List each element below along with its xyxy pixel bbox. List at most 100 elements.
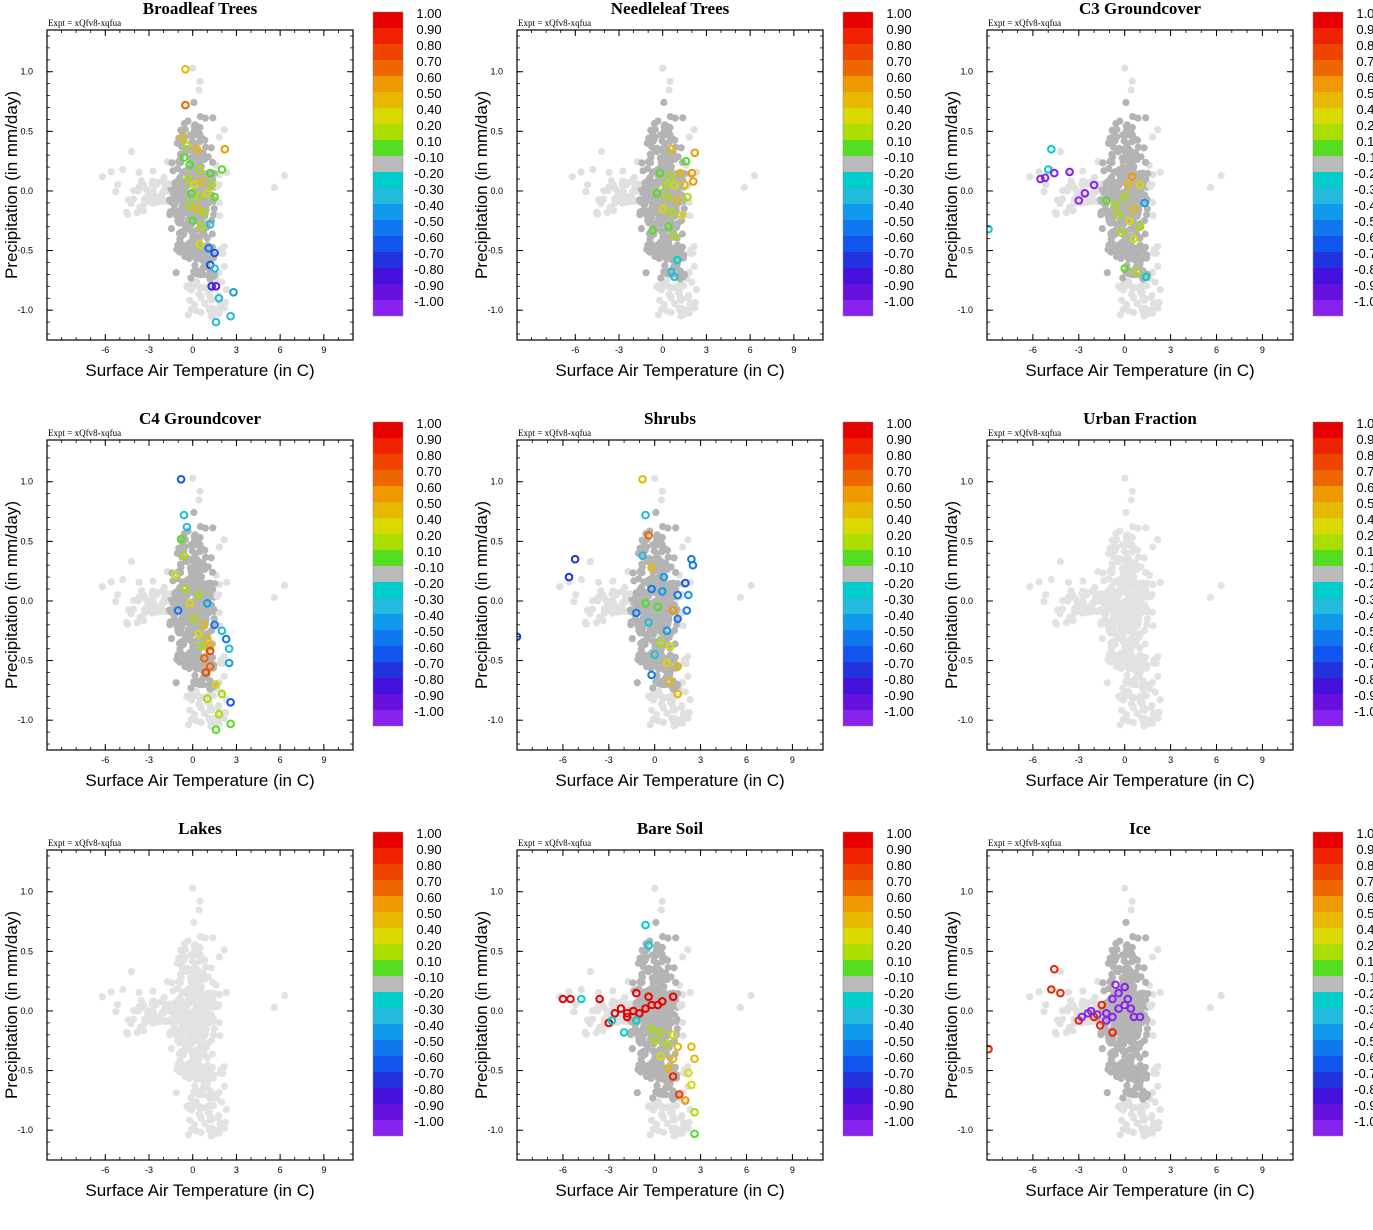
background-point	[1104, 679, 1111, 686]
background-point	[686, 1119, 693, 1126]
colorbar-label: 0.40	[886, 512, 911, 527]
background-point	[684, 673, 691, 680]
background-point	[223, 286, 230, 293]
background-point	[1139, 296, 1146, 303]
colorbar-swatch	[373, 646, 403, 662]
colorbar-swatch	[843, 582, 873, 598]
background-point	[1154, 126, 1161, 133]
background-point	[1123, 550, 1130, 557]
y-tick-label: 0.5	[490, 126, 503, 136]
background-point	[1102, 179, 1109, 186]
x-axis-label: Surface Air Temperature (in C)	[555, 361, 784, 380]
colorbar-swatch	[373, 124, 403, 140]
background-point	[1130, 309, 1137, 316]
colorbar-swatch	[843, 1056, 873, 1072]
background-point	[1128, 643, 1135, 650]
colorbar-swatch	[373, 928, 403, 944]
background-point	[108, 168, 115, 175]
background-point	[196, 488, 203, 495]
background-point	[649, 247, 656, 254]
data-point	[566, 574, 573, 581]
background-point	[183, 592, 190, 599]
x-tick-label: 3	[704, 345, 709, 355]
background-point	[1142, 654, 1149, 661]
background-point	[669, 154, 676, 161]
background-point	[215, 310, 222, 317]
background-point	[669, 135, 676, 142]
data-point	[1048, 146, 1055, 153]
background-point	[208, 964, 215, 971]
background-point	[1120, 568, 1127, 575]
colorbar-swatch	[373, 44, 403, 60]
background-point	[150, 188, 157, 195]
background-point	[643, 269, 650, 276]
background-point	[629, 1045, 636, 1052]
colorbar-label: 0.20	[416, 938, 441, 953]
background-point	[1139, 698, 1146, 705]
background-point	[173, 269, 180, 276]
colorbar-label: 0.50	[886, 906, 911, 921]
background-point	[1063, 619, 1070, 626]
background-point	[641, 1050, 648, 1057]
background-point	[160, 188, 167, 195]
background-point	[189, 475, 196, 482]
background-point	[670, 1132, 677, 1139]
colorbar-label: -0.50	[414, 1034, 444, 1049]
colorbar-swatch	[373, 1120, 403, 1136]
background-point	[189, 65, 196, 72]
background-point	[1123, 672, 1130, 679]
y-tick-label: 0.5	[20, 126, 33, 136]
expt-label: Expt = xQfv8-xqfua	[988, 18, 1061, 28]
background-point	[1154, 653, 1161, 660]
background-point	[197, 1105, 204, 1112]
background-point	[169, 167, 176, 174]
colorbar-swatch	[373, 60, 403, 76]
background-point	[635, 623, 642, 630]
background-point	[177, 994, 184, 1001]
colorbar-swatch	[843, 220, 873, 236]
data-point	[691, 1109, 698, 1116]
background-point	[1110, 219, 1117, 226]
background-point	[615, 608, 622, 615]
colorbar-label: -0.20	[1354, 166, 1373, 181]
background-point	[653, 550, 660, 557]
colorbar-label: 0.10	[886, 544, 911, 559]
background-point	[1099, 159, 1106, 166]
background-point	[188, 306, 195, 313]
background-point	[583, 1031, 590, 1038]
colorbar-swatch	[843, 694, 873, 710]
colorbar-swatch	[843, 992, 873, 1008]
background-point	[1120, 696, 1127, 703]
background-point	[149, 588, 156, 595]
chart-title: Needleleaf Trees	[611, 0, 730, 18]
background-point	[1107, 545, 1114, 552]
background-point	[209, 934, 216, 941]
background-point	[1149, 543, 1156, 550]
colorbar-label: -0.40	[884, 1018, 914, 1033]
background-point	[679, 114, 686, 121]
background-point	[674, 681, 681, 688]
background-point	[211, 1091, 218, 1098]
x-tick-label: -6	[571, 345, 579, 355]
background-point	[186, 665, 193, 672]
chart-title: Ice	[1129, 819, 1151, 838]
colorbar-label: 0.20	[886, 118, 911, 133]
background-point	[647, 174, 654, 181]
x-tick-label: 9	[791, 345, 796, 355]
colorbar-label: -0.30	[1354, 592, 1373, 607]
background-point	[195, 86, 202, 93]
background-point	[223, 579, 230, 586]
background-point	[686, 709, 693, 716]
background-point	[593, 619, 600, 626]
colorbar-swatch	[373, 960, 403, 976]
background-point	[686, 212, 693, 219]
colorbar-swatch	[843, 28, 873, 44]
background-point	[1079, 588, 1086, 595]
colorbar-swatch	[843, 454, 873, 470]
background-point	[669, 698, 676, 705]
background-point	[171, 179, 178, 186]
y-tick-label: 1.0	[20, 887, 33, 897]
background-point	[99, 993, 106, 1000]
background-point	[626, 1000, 633, 1007]
background-point	[645, 158, 652, 165]
